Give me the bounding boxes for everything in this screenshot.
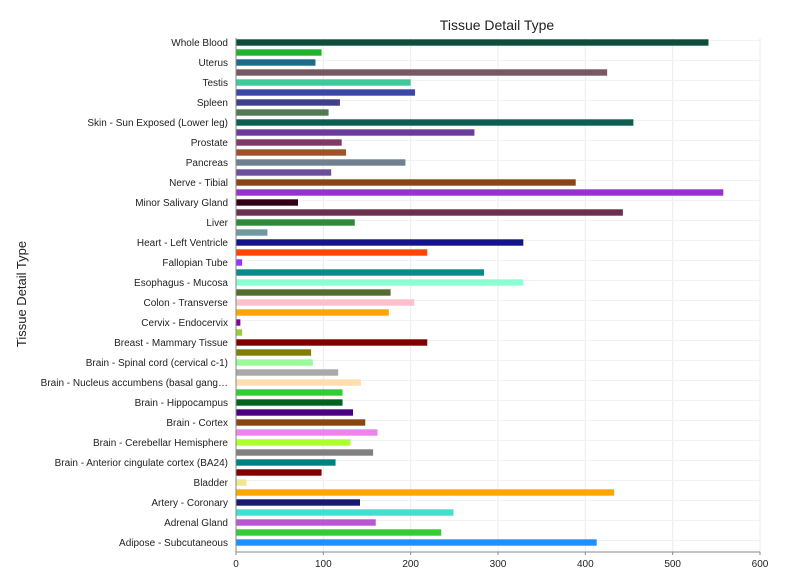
bar-5 [236,89,416,96]
bar-14 [236,179,576,186]
bar-16 [236,199,299,206]
bar-2 [236,59,316,66]
x-tick-label-3: 300 [490,559,507,570]
bar-40 [236,439,351,446]
bar-36 [236,399,343,406]
bar-29 [236,329,243,336]
category-label-38: Brain - Cortex [166,418,228,429]
chart-title: Tissue Detail Type [440,17,555,33]
category-label-48: Adrenal Gland [164,518,228,529]
bar-21 [236,249,428,256]
bar-38 [236,419,366,426]
bar-11 [236,149,347,156]
bar-39 [236,429,378,436]
bar-33 [236,369,339,376]
category-label-20: Heart - Left Ventricle [137,238,229,249]
bar-44 [236,479,247,486]
category-label-40: Brain - Cerebellar Hemisphere [93,438,228,449]
bar-48 [236,519,376,526]
bar-47 [236,509,454,516]
bar-32 [236,359,313,366]
bars [236,39,724,546]
bar-50 [236,539,597,546]
x-tick-labels: 0 100 200 300 400 500 600 [233,552,769,570]
bar-12 [236,159,406,166]
category-label-16: Minor Salivary Gland [135,198,228,209]
bar-18 [236,219,355,226]
bar-28 [236,319,241,326]
bar-15 [236,189,724,196]
x-tick-label-4: 400 [577,559,594,570]
bar-23 [236,269,485,276]
bar-0 [236,39,709,46]
category-label-6: Spleen [197,98,228,109]
bar-37 [236,409,354,416]
bar-13 [236,169,332,176]
category-label-30: Breast - Mammary Tissue [114,338,228,349]
bar-6 [236,99,340,106]
category-label-2: Uterus [199,58,228,69]
bar-8 [236,119,634,126]
bar-42 [236,459,336,466]
bar-4 [236,79,411,86]
category-label-50: Adipose - Subcutaneous [119,538,228,549]
category-label-42: Brain - Anterior cingulate cortex (BA24) [55,458,228,469]
bar-49 [236,529,442,536]
bar-35 [236,389,343,396]
category-label-4: Testis [202,78,228,89]
axes [235,38,760,553]
category-label-22: Fallopian Tube [162,258,228,269]
category-label-8: Skin - Sun Exposed (Lower leg) [87,118,228,129]
bar-17 [236,209,623,216]
bar-9 [236,129,475,136]
x-tick-label-6: 600 [752,559,769,570]
category-label-12: Pancreas [186,158,228,169]
category-labels: Whole Blood Uterus Testis Spleen Skin - Sun … [41,38,229,549]
category-label-18: Liver [206,218,228,229]
bar-22 [236,259,243,266]
category-label-46: Artery - Coronary [151,498,228,509]
bar-20 [236,239,524,246]
bar-41 [236,449,374,456]
bar-43 [236,469,322,476]
category-label-24: Esophagus - Mucosa [134,278,228,289]
category-label-14: Nerve - Tibial [169,178,228,189]
bar-46 [236,499,361,506]
bar-7 [236,109,329,116]
bar-24 [236,279,524,286]
category-label-36: Brain - Hippocampus [135,398,228,409]
category-label-0: Whole Blood [171,38,228,49]
category-label-34: Brain - Nucleus accumbens (basal gang… [41,378,228,389]
category-label-44: Bladder [194,478,229,489]
bar-1 [236,49,322,56]
bar-31 [236,349,312,356]
x-tick-label-5: 500 [664,559,681,570]
category-label-10: Prostate [191,138,229,149]
bar-26 [236,299,415,306]
x-tick-label-1: 100 [315,559,332,570]
x-tick-label-2: 200 [402,559,419,570]
bar-10 [236,139,342,146]
category-label-26: Colon - Transverse [144,298,229,309]
bar-19 [236,229,268,236]
bar-45 [236,489,615,496]
x-tick-label-0: 0 [233,559,239,570]
bar-3 [236,69,608,76]
bar-27 [236,309,389,316]
bar-30 [236,339,428,346]
category-label-32: Brain - Spinal cord (cervical c-1) [86,358,228,369]
bar-25 [236,289,391,296]
bar-34 [236,379,361,386]
category-label-28: Cervix - Endocervix [141,318,228,329]
y-axis-label: Tissue Detail Type [14,241,29,347]
